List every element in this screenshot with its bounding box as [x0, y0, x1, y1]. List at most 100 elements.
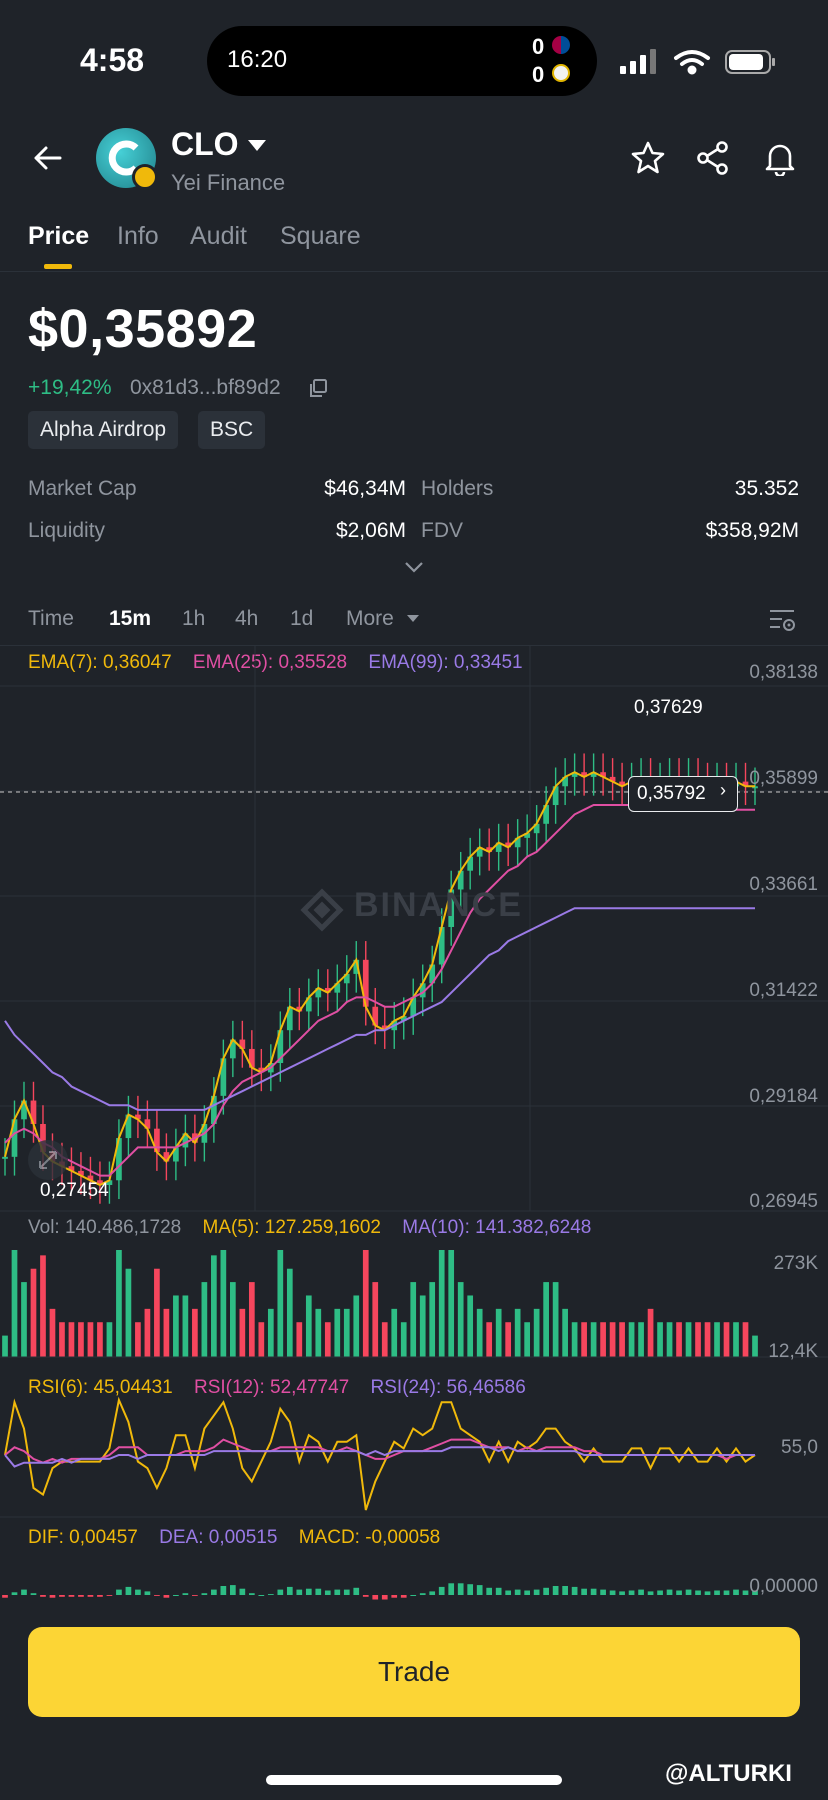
chevron-down-icon[interactable] [248, 140, 266, 151]
macd-bar [476, 1585, 483, 1595]
candle-body [324, 987, 331, 993]
macd-bar [106, 1595, 113, 1596]
candle-body [609, 776, 616, 782]
rsi6-value: RSI(6): 45,04431 [28, 1377, 173, 1398]
volume-bar [163, 1308, 170, 1357]
ma10-value: MA(10): 141.382,6248 [402, 1217, 592, 1238]
volume-bar [106, 1322, 113, 1357]
tab-info[interactable]: Info [117, 222, 159, 250]
ema-lines [4, 771, 755, 1187]
volume-bar [600, 1322, 606, 1357]
macd-bar [438, 1586, 445, 1595]
macd-bar [524, 1590, 530, 1595]
macd-bar [505, 1590, 512, 1595]
macd-bar [201, 1593, 208, 1595]
battery-icon [725, 50, 775, 74]
tab-price[interactable]: Price [28, 222, 90, 250]
candle-body [68, 1166, 75, 1171]
macd-bar [486, 1587, 493, 1595]
share-icon[interactable] [695, 140, 731, 176]
back-arrow-icon[interactable] [30, 140, 66, 176]
current-price: $0,35892 [28, 299, 258, 359]
candle-body [552, 786, 559, 806]
expand-arrows-icon [39, 1151, 57, 1169]
macd-bar [211, 1589, 217, 1595]
current-price-marker[interactable]: 0,35792 [628, 776, 738, 812]
macd-bar [391, 1595, 398, 1598]
volume-bar [391, 1308, 398, 1357]
volume-bar [609, 1322, 616, 1357]
candle-body [533, 823, 540, 834]
candle-body [400, 1016, 407, 1021]
candle-body [78, 1170, 84, 1176]
volume-bar [543, 1282, 549, 1357]
macd-legend: DIF: 0,00457 DEA: 0,00515 MACD: -0,00058 [28, 1527, 456, 1549]
chevron-down-icon[interactable] [407, 615, 419, 622]
candle-body [562, 776, 568, 787]
bell-icon[interactable] [762, 140, 798, 176]
candle-body [125, 1114, 132, 1139]
candle-body [372, 1006, 379, 1026]
score-away: 0 [532, 62, 545, 87]
price-axis-label: 0,38138 [749, 662, 818, 683]
interval-15m[interactable]: 15m [109, 607, 152, 630]
tab-audit[interactable]: Audit [190, 222, 247, 250]
candle-body [448, 889, 455, 927]
market-cap-value: $46,34M [324, 477, 406, 500]
macd-bar [619, 1591, 625, 1595]
copy-icon[interactable] [308, 378, 328, 398]
volume-bar [486, 1322, 493, 1357]
fullscreen-icon[interactable] [28, 1140, 68, 1180]
candle-body [305, 997, 312, 1012]
macd-bar [286, 1586, 293, 1595]
candle-body [315, 987, 322, 998]
candle-body [239, 1039, 246, 1049]
chart-settings-icon[interactable] [768, 606, 798, 634]
candle-body [495, 842, 502, 852]
trade-button[interactable]: Trade [28, 1627, 800, 1717]
rsi-line [4, 1396, 756, 1511]
candle-body [163, 1152, 170, 1162]
volume-bar [173, 1295, 179, 1357]
rsi-line [4, 1446, 755, 1468]
interval-time[interactable]: Time [28, 607, 74, 630]
chevron-down-icon[interactable] [403, 560, 425, 574]
candle-body [220, 1058, 227, 1096]
token-name: Yei Finance [171, 170, 286, 195]
volume-bar [429, 1282, 436, 1357]
macd-bar [533, 1589, 540, 1595]
chevron-right-icon[interactable]: › [720, 780, 726, 800]
star-icon[interactable] [630, 140, 666, 176]
volume-bar [68, 1322, 75, 1357]
divider [0, 271, 828, 272]
macd-bar [638, 1589, 644, 1595]
watermark-handle: @ALTURKI [665, 1760, 792, 1787]
macd-bar [628, 1590, 635, 1595]
volume-bars [0, 1250, 828, 1358]
volume-bar [11, 1250, 18, 1357]
volume-bar [410, 1282, 417, 1357]
macd-bar [192, 1595, 198, 1596]
interval-4h[interactable]: 4h [235, 607, 259, 630]
volume-bar [733, 1322, 739, 1357]
volume-bar [657, 1322, 663, 1357]
tag-alpha-airdrop[interactable]: Alpha Airdrop [28, 411, 179, 449]
token-symbol[interactable]: CLO [171, 126, 239, 162]
macd-bar [220, 1586, 227, 1595]
macd-bar [21, 1589, 27, 1595]
candle-body [182, 1133, 189, 1148]
macd-bar [600, 1589, 606, 1595]
contract-address: 0x81d3...bf89d2 [130, 376, 281, 399]
macd-bar [609, 1590, 616, 1595]
tag-bsc[interactable]: BSC [198, 411, 266, 449]
interval-more[interactable]: More [346, 607, 394, 630]
interval-1h[interactable]: 1h [182, 607, 206, 630]
macd-bar [514, 1589, 521, 1595]
candle-body [410, 997, 417, 1017]
interval-1d[interactable]: 1d [290, 607, 314, 630]
macd-bar [305, 1588, 312, 1595]
macd-bar [495, 1587, 502, 1595]
tab-square[interactable]: Square [280, 222, 361, 250]
volume-bar [666, 1322, 673, 1357]
ema-legend: EMA(7): 0,36047 EMA(25): 0,35528 EMA(99)… [28, 652, 539, 674]
